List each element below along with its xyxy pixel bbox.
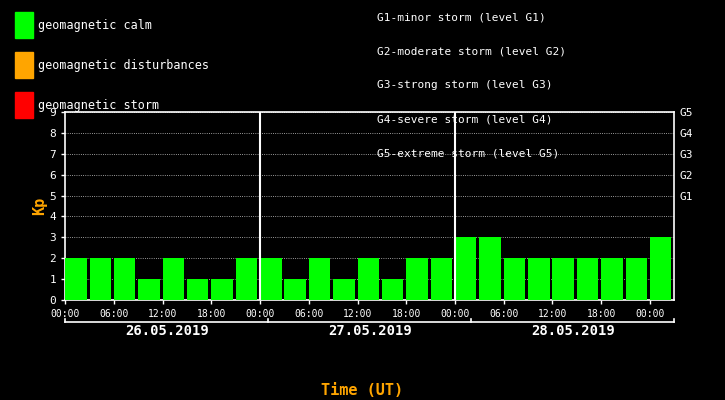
Bar bbox=[552, 258, 574, 300]
Text: geomagnetic disturbances: geomagnetic disturbances bbox=[38, 58, 210, 72]
Bar bbox=[577, 258, 598, 300]
Bar bbox=[504, 258, 525, 300]
Text: Time (UT): Time (UT) bbox=[321, 383, 404, 398]
Bar bbox=[626, 258, 647, 300]
Bar bbox=[114, 258, 136, 300]
Text: 27.05.2019: 27.05.2019 bbox=[328, 324, 412, 338]
Bar bbox=[212, 279, 233, 300]
Text: geomagnetic calm: geomagnetic calm bbox=[38, 18, 152, 32]
Bar bbox=[479, 237, 501, 300]
Text: 26.05.2019: 26.05.2019 bbox=[125, 324, 209, 338]
Bar bbox=[431, 258, 452, 300]
Bar bbox=[90, 258, 111, 300]
Text: G2-moderate storm (level G2): G2-moderate storm (level G2) bbox=[377, 46, 566, 56]
Bar bbox=[138, 279, 160, 300]
Text: geomagnetic storm: geomagnetic storm bbox=[38, 98, 160, 112]
Y-axis label: Kp: Kp bbox=[32, 197, 46, 215]
Bar bbox=[357, 258, 379, 300]
Bar bbox=[65, 258, 87, 300]
Text: 28.05.2019: 28.05.2019 bbox=[531, 324, 615, 338]
Bar bbox=[382, 279, 403, 300]
Bar bbox=[650, 237, 671, 300]
Bar bbox=[187, 279, 209, 300]
Bar bbox=[236, 258, 257, 300]
Bar bbox=[309, 258, 331, 300]
Bar bbox=[455, 237, 476, 300]
Text: G1-minor storm (level G1): G1-minor storm (level G1) bbox=[377, 12, 546, 22]
Bar bbox=[284, 279, 306, 300]
Bar bbox=[406, 258, 428, 300]
Bar bbox=[528, 258, 550, 300]
Text: G3-strong storm (level G3): G3-strong storm (level G3) bbox=[377, 80, 552, 90]
Text: G4-severe storm (level G4): G4-severe storm (level G4) bbox=[377, 114, 552, 124]
Bar bbox=[260, 258, 281, 300]
Bar bbox=[601, 258, 623, 300]
Bar bbox=[334, 279, 355, 300]
Text: G5-extreme storm (level G5): G5-extreme storm (level G5) bbox=[377, 148, 559, 158]
Bar bbox=[162, 258, 184, 300]
